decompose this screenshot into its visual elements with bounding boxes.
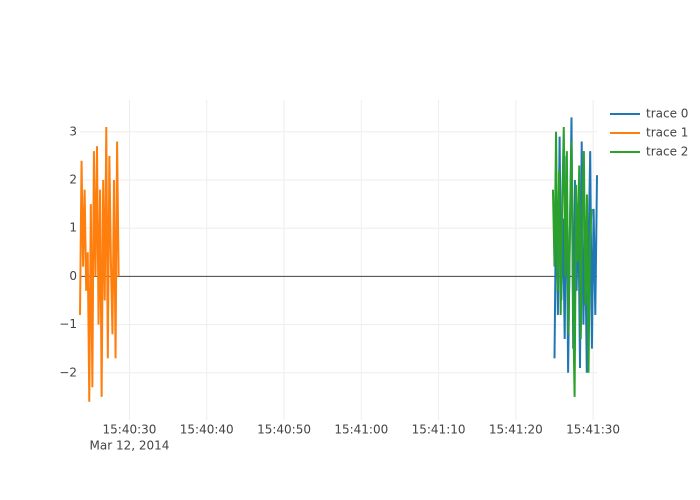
y-tick-label: 2 — [69, 173, 77, 187]
x-tick-label: 15:40:50 — [257, 423, 311, 437]
y-tick-label: 3 — [69, 124, 77, 138]
y-tick-label: −1 — [59, 317, 77, 331]
y-tick-label: 1 — [69, 221, 77, 235]
x-tick-label: 15:40:30 — [103, 423, 157, 437]
legend-label: trace 0 — [646, 107, 688, 121]
line — [79, 126, 120, 402]
y-tick-label: 0 — [69, 269, 77, 283]
x-tick-label: 15:41:10 — [412, 423, 466, 437]
x-tick-label: 15:41:00 — [334, 423, 388, 437]
x-tick-label: 15:41:20 — [489, 423, 543, 437]
line — [551, 126, 593, 397]
legend-label: trace 1 — [646, 126, 688, 140]
y-tick-label: −2 — [59, 365, 77, 379]
x-date-label: Mar 12, 2014 — [90, 439, 170, 453]
x-tick-label: 15:40:40 — [180, 423, 234, 437]
legend-label: trace 2 — [646, 145, 688, 159]
x-tick-label: 15:41:30 — [566, 423, 620, 437]
